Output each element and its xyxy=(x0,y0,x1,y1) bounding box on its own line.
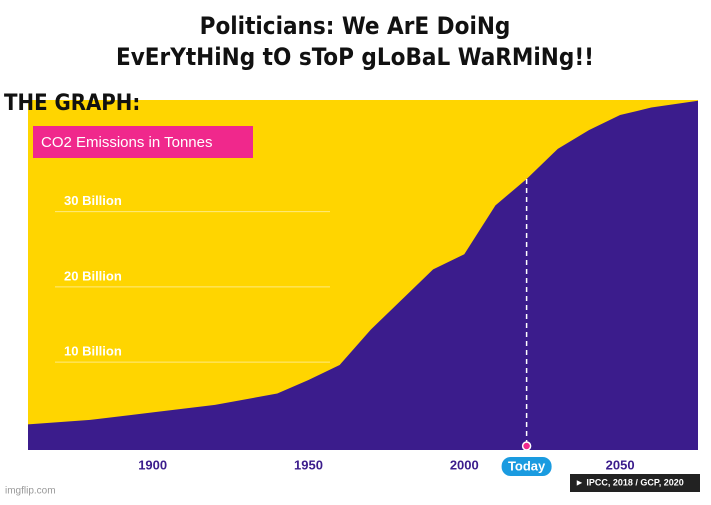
title-box xyxy=(33,126,253,158)
today-dot xyxy=(521,441,532,451)
today-label: Today xyxy=(508,458,546,473)
caption-line: Politicians: We ArE DoiNg xyxy=(200,12,511,40)
graph-label: THE GRAPH: xyxy=(4,91,140,116)
x-tick-label: 2000 xyxy=(450,457,479,472)
caption-line: EvErYtHiNg tO sToP gLoBaL WaRMiNg!! xyxy=(116,43,594,71)
today-pill xyxy=(501,457,552,476)
x-tick-label: 2050 xyxy=(606,457,635,472)
chart-title: CO2 Emissions in Tonnes xyxy=(41,134,212,151)
x-tick-label: 1900 xyxy=(138,457,167,472)
chart: 10 Billion 20 Billion 30 Billion CO2 Emissi… xyxy=(28,100,700,492)
y-tick-label: 10 Billion xyxy=(64,344,122,359)
watermark: imgflip.com xyxy=(5,486,56,497)
source: ► IPCC, 2018 / GCP, 2020 xyxy=(575,477,684,487)
source-box xyxy=(570,474,700,492)
area xyxy=(28,100,698,450)
y-tick-label: 30 Billion xyxy=(64,193,122,208)
y-tick-label: 20 Billion xyxy=(64,268,122,283)
x-tick-label: 1950 xyxy=(294,457,323,472)
